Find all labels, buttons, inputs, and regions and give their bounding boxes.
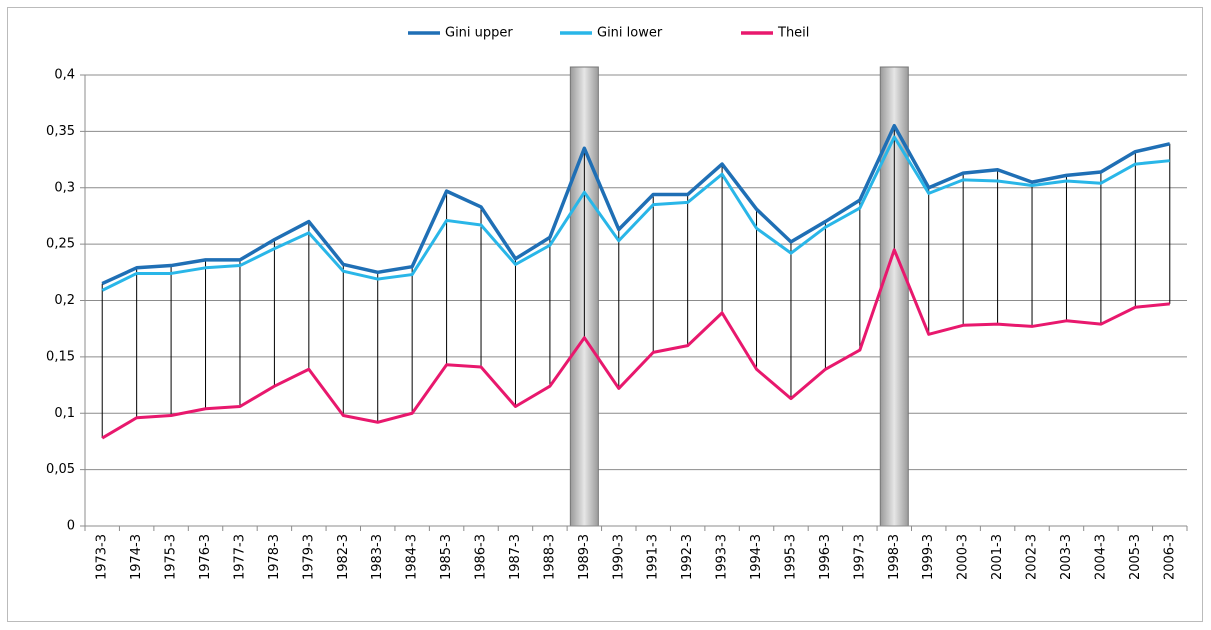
y-tick-label: 0,15 [46, 349, 75, 364]
x-tick-label: 1975-3 [164, 534, 179, 580]
y-tick-label: 0 [67, 519, 75, 534]
x-tick-label: 1983-3 [370, 534, 385, 580]
x-tick-label: 1973-3 [95, 534, 110, 580]
x-tick-label: 1994-3 [749, 534, 764, 580]
x-tick-label: 1977-3 [232, 534, 247, 580]
x-tick-label: 1989-3 [577, 534, 592, 580]
legend-label: Gini upper [445, 26, 513, 41]
x-tick-label: 1978-3 [267, 534, 282, 580]
y-tick-label: 0,05 [46, 462, 75, 477]
x-tick-label: 1987-3 [508, 534, 523, 580]
x-tick-label: 1976-3 [198, 534, 213, 580]
x-tick-label: 1991-3 [646, 534, 661, 580]
y-tick-label: 0,2 [54, 293, 75, 308]
x-tick-label: 1998-3 [887, 534, 902, 580]
series-line [101, 248, 1170, 440]
x-tick-label: 1992-3 [680, 534, 695, 580]
x-tick-label: 2001-3 [990, 534, 1005, 580]
x-tick-label: 1995-3 [783, 534, 798, 580]
x-tick-label: 1993-3 [715, 534, 730, 580]
legend-label: Gini lower [597, 26, 663, 41]
y-tick-label: 0,25 [46, 237, 75, 252]
x-tick-label: 2003-3 [1059, 534, 1074, 580]
x-tick-label: 2005-3 [1128, 534, 1143, 580]
series-line [101, 135, 1170, 292]
y-tick-label: 0,4 [54, 68, 75, 83]
x-tick-label: 1996-3 [818, 534, 833, 580]
x-tick-label: 1982-3 [336, 534, 351, 580]
x-tick-label: 1999-3 [921, 534, 936, 580]
legend-label: Theil [777, 26, 809, 41]
x-tick-label: 2006-3 [1162, 534, 1177, 580]
x-tick-label: 1984-3 [405, 534, 420, 580]
series-line [101, 123, 1171, 286]
x-tick-label: 1974-3 [129, 534, 144, 580]
x-tick-label: 1979-3 [301, 534, 316, 580]
x-tick-label: 2004-3 [1093, 534, 1108, 580]
x-tick-label: 1997-3 [852, 534, 867, 580]
x-tick-label: 1986-3 [474, 534, 489, 580]
x-tick-label: 2002-3 [1025, 534, 1040, 580]
x-tick-label: 1985-3 [439, 534, 454, 580]
y-tick-label: 0,35 [46, 124, 75, 139]
y-tick-label: 0,3 [54, 180, 75, 195]
x-tick-label: 1988-3 [542, 534, 557, 580]
x-tick-label: 2000-3 [956, 534, 971, 580]
x-tick-label: 1990-3 [611, 534, 626, 580]
chart-frame [7, 7, 1203, 622]
y-tick-label: 0,1 [54, 406, 75, 421]
